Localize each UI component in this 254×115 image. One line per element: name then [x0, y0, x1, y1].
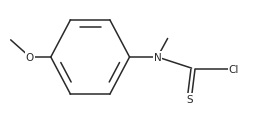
Text: S: S — [186, 94, 193, 104]
Text: Cl: Cl — [229, 64, 239, 74]
Text: O: O — [26, 53, 34, 62]
Text: N: N — [154, 53, 161, 62]
